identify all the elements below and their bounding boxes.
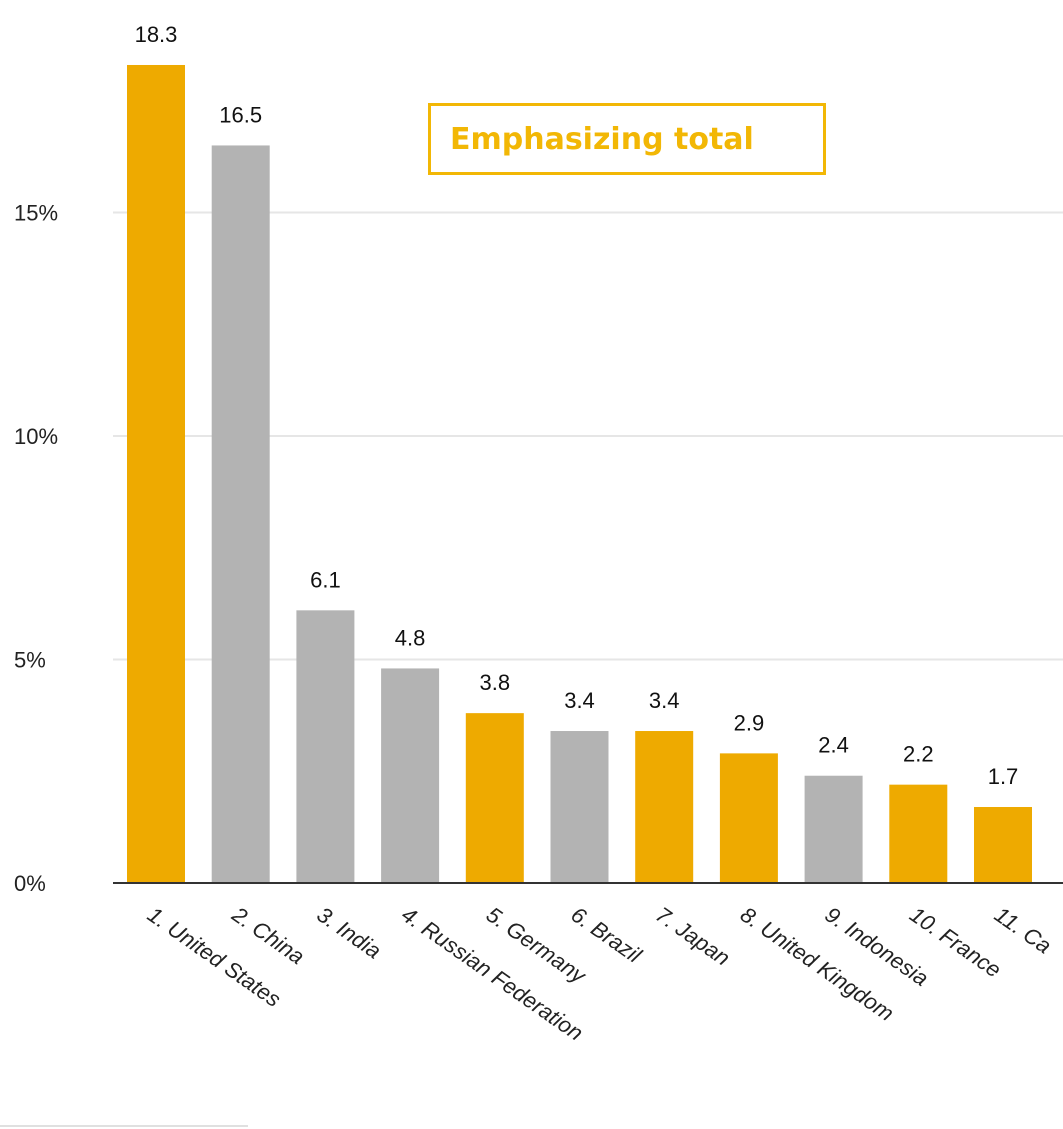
category-label: 8. United Kingdom [736, 902, 899, 1026]
category-label: 11. Ca [990, 902, 1056, 959]
value-label: 3.4 [649, 688, 680, 713]
value-label: 2.9 [734, 710, 765, 735]
annotation-box: Emphasizing total [428, 103, 826, 175]
bar [465, 713, 524, 883]
value-label: 1.7 [988, 764, 1019, 789]
value-label: 2.2 [903, 742, 934, 767]
category-label: 3. India [312, 902, 385, 964]
annotation-text: Emphasizing total [450, 121, 754, 157]
bottom-divider [0, 1125, 248, 1127]
bar [889, 784, 948, 883]
bar [211, 145, 270, 883]
value-label: 3.8 [480, 670, 511, 695]
bar [635, 731, 694, 883]
y-tick-label: 5% [14, 648, 46, 673]
bar [550, 731, 609, 883]
value-label: 18.3 [135, 22, 178, 47]
value-label: 3.4 [564, 688, 595, 713]
y-tick-label: 15% [14, 201, 58, 226]
bar [804, 775, 863, 883]
category-label: 7. Japan [651, 902, 734, 971]
value-label: 2.4 [818, 733, 849, 758]
bar [127, 64, 185, 884]
value-label: 16.5 [219, 102, 262, 127]
bar [719, 753, 778, 883]
bar [974, 807, 1032, 883]
bar [381, 668, 440, 883]
value-label: 4.8 [395, 625, 426, 650]
y-tick-label: 0% [14, 871, 46, 896]
bar [296, 610, 355, 883]
value-label: 6.1 [310, 567, 341, 592]
y-tick-label: 10% [14, 424, 58, 449]
